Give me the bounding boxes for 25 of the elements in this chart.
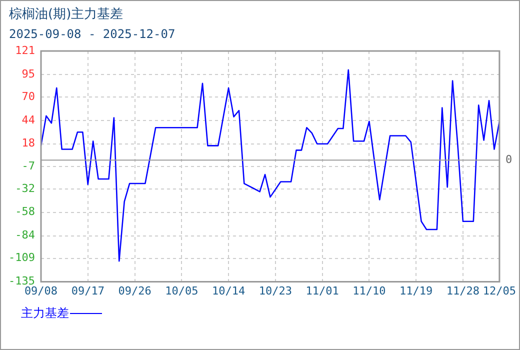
y-tick-label: -58 — [15, 205, 35, 218]
y-tick-label: -84 — [15, 228, 36, 242]
y-tick-label: -32 — [15, 182, 35, 195]
y-tick-label: 44 — [22, 113, 36, 126]
x-tick-label: 10/23 — [258, 284, 292, 298]
chart-title: 棕榈油(期)主力基差 — [9, 6, 124, 23]
x-tick-label: 10/14 — [212, 284, 246, 298]
legend-label: 主力基差 — [21, 305, 69, 322]
y-tick-label: 121 — [15, 44, 35, 57]
y-tick-label: -7 — [22, 159, 35, 172]
x-tick-label: 12/05 — [482, 284, 516, 298]
y-tick-label: 70 — [22, 90, 35, 103]
x-tick-label: 09/17 — [71, 284, 104, 298]
x-tick-label: 09/26 — [118, 284, 152, 298]
x-tick-label: 11/01 — [306, 284, 339, 298]
x-tick-label: 10/05 — [165, 284, 198, 298]
x-tick-label: 11/19 — [400, 284, 433, 298]
x-tick-label: 11/28 — [446, 284, 480, 298]
y-tick-label: 95 — [22, 67, 35, 80]
ref-line-label: 0 — [505, 152, 512, 166]
y-tick-label: 18 — [22, 136, 35, 150]
x-tick-label: 11/10 — [352, 284, 386, 298]
x-tick-label: 09/08 — [24, 284, 58, 298]
y-tick-label: -109 — [8, 251, 35, 264]
chart-subtitle: 2025-09-08 - 2025-12-07 — [9, 27, 176, 41]
